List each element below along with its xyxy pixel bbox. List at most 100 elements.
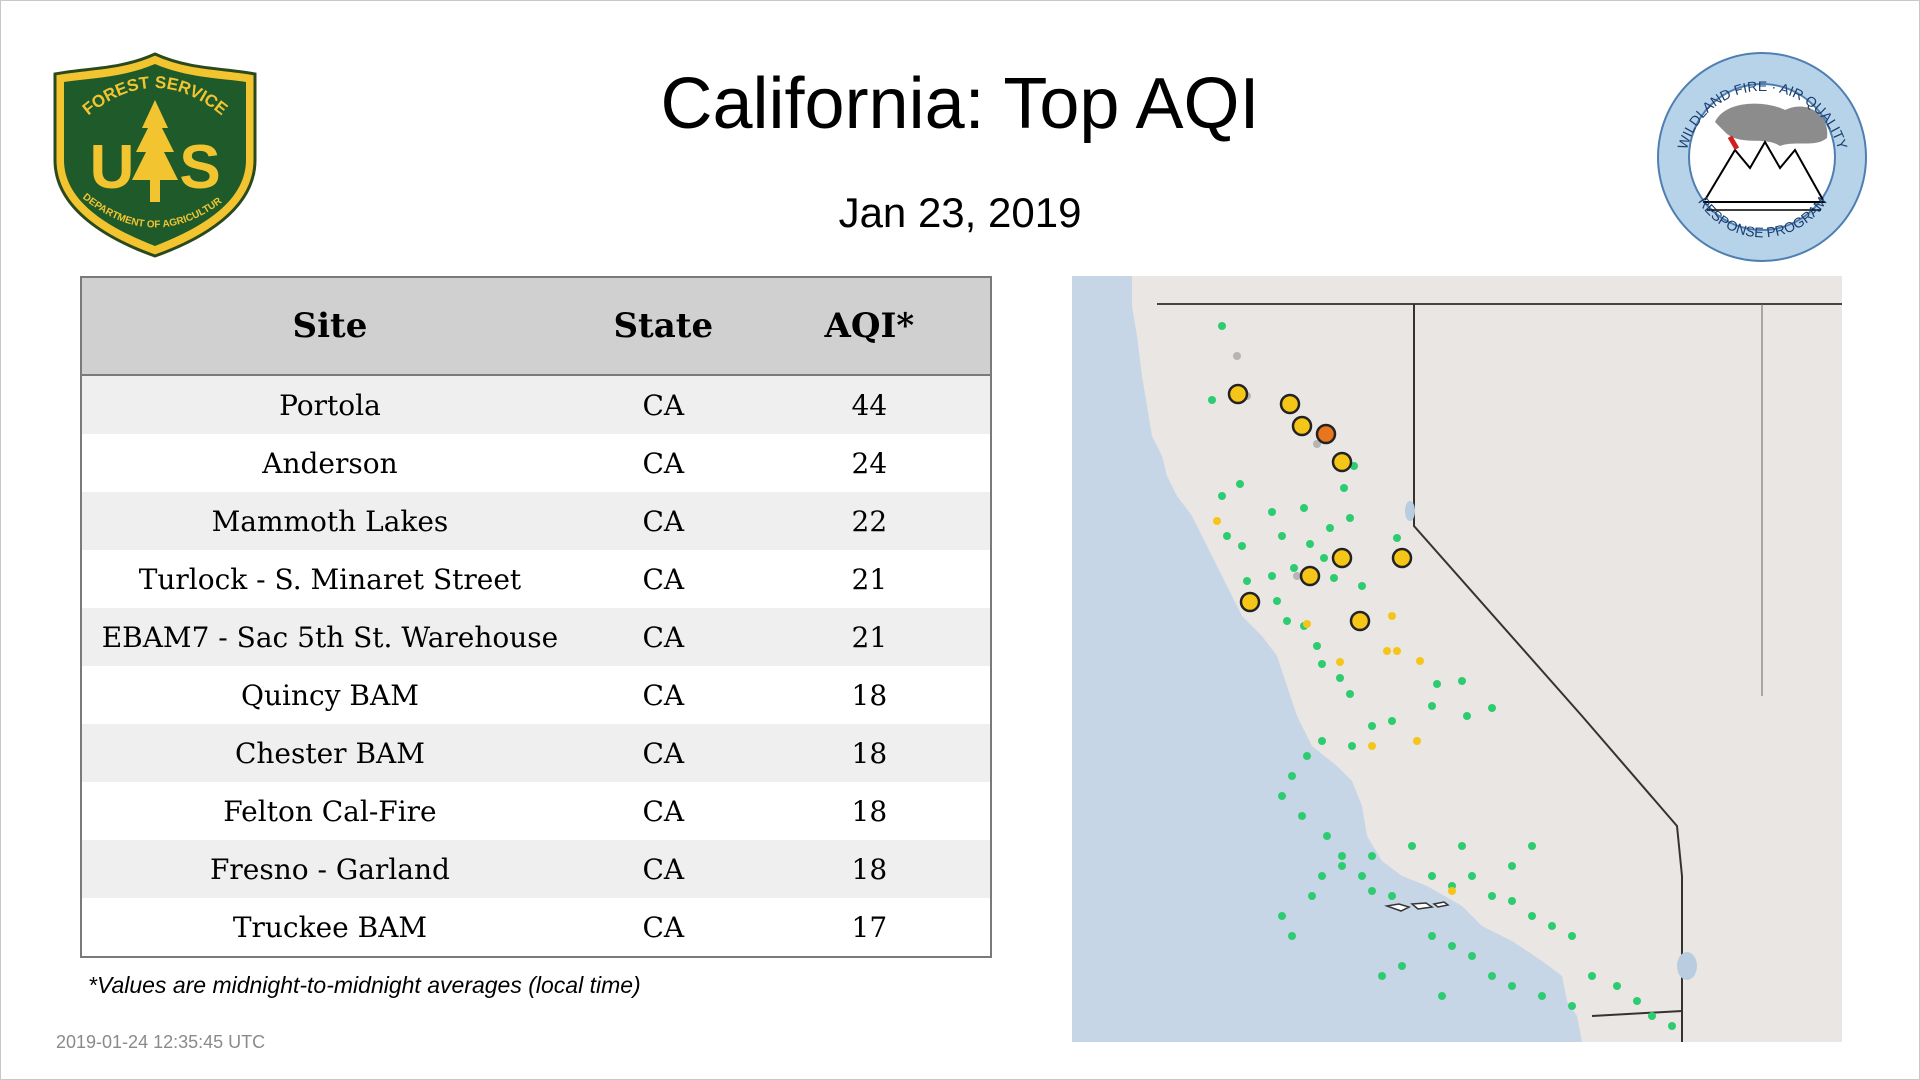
good-marker xyxy=(1488,704,1496,712)
good-marker xyxy=(1218,492,1226,500)
good-marker xyxy=(1438,992,1446,1000)
state-cell: CA xyxy=(577,840,749,898)
good-marker xyxy=(1288,932,1296,940)
site-cell: Truckee BAM xyxy=(81,898,578,957)
good-marker xyxy=(1303,752,1311,760)
good-marker xyxy=(1268,572,1276,580)
good-marker xyxy=(1633,997,1641,1005)
aqi-cell: 18 xyxy=(748,724,991,782)
nodata-marker xyxy=(1293,572,1301,580)
site-cell: Turlock - S. Minaret Street xyxy=(81,550,578,608)
column-header-site: Site xyxy=(81,277,578,376)
good-marker xyxy=(1428,932,1436,940)
good-marker xyxy=(1358,582,1366,590)
table-row: Truckee BAM CA 17 xyxy=(81,898,991,957)
land-area xyxy=(1132,276,1842,1042)
table-row: Fresno - Garland CA 18 xyxy=(81,840,991,898)
moderate-site-marker xyxy=(1239,591,1261,613)
good-marker xyxy=(1508,897,1516,905)
good-marker xyxy=(1273,597,1281,605)
aqi-cell: 22 xyxy=(748,492,991,550)
aqi-cell: 21 xyxy=(748,550,991,608)
state-cell: CA xyxy=(577,550,749,608)
moderate-marker xyxy=(1336,658,1344,666)
good-marker xyxy=(1313,642,1321,650)
table-row: Quincy BAM CA 18 xyxy=(81,666,991,724)
good-marker xyxy=(1448,942,1456,950)
good-marker xyxy=(1568,1002,1576,1010)
state-cell: CA xyxy=(577,898,749,957)
aqi-cell: 18 xyxy=(748,782,991,840)
wildland-fire-air-quality-logo: WILDLAND FIRE · AIR QUALITY RESPONSE PRO… xyxy=(1657,52,1867,262)
good-marker xyxy=(1388,717,1396,725)
aqi-cell: 24 xyxy=(748,434,991,492)
good-marker xyxy=(1338,862,1346,870)
good-marker xyxy=(1468,952,1476,960)
moderate-site-marker xyxy=(1227,383,1249,405)
good-marker xyxy=(1538,992,1546,1000)
good-marker xyxy=(1508,862,1516,870)
good-marker xyxy=(1243,577,1251,585)
good-marker xyxy=(1488,972,1496,980)
lake-tahoe xyxy=(1405,501,1415,521)
good-marker xyxy=(1428,872,1436,880)
good-marker xyxy=(1318,872,1326,880)
good-marker xyxy=(1330,574,1338,582)
good-marker xyxy=(1223,532,1231,540)
column-header-aqi: AQI* xyxy=(748,277,991,376)
good-marker xyxy=(1468,872,1476,880)
california-aqi-map xyxy=(1072,276,1842,1042)
moderate-marker xyxy=(1393,647,1401,655)
site-cell: Felton Cal-Fire xyxy=(81,782,578,840)
good-marker xyxy=(1588,972,1596,980)
good-marker xyxy=(1613,982,1621,990)
good-marker xyxy=(1218,322,1226,330)
aqi-cell: 17 xyxy=(748,898,991,957)
good-marker xyxy=(1458,842,1466,850)
channel-islands xyxy=(1384,901,1450,912)
good-marker xyxy=(1548,922,1556,930)
moderate-site-marker xyxy=(1279,393,1301,415)
good-marker xyxy=(1283,617,1291,625)
forest-service-logo: FOREST SERVICE U S DEPARTMENT OF AGRICUL… xyxy=(50,50,257,258)
table-row: Mammoth Lakes CA 22 xyxy=(81,492,991,550)
good-marker xyxy=(1268,508,1276,516)
good-marker xyxy=(1348,742,1356,750)
moderate-marker xyxy=(1303,620,1311,628)
table-row: EBAM7 - Sac 5th St. Warehouse CA 21 xyxy=(81,608,991,666)
good-marker xyxy=(1368,852,1376,860)
good-marker xyxy=(1298,812,1306,820)
good-marker xyxy=(1320,554,1328,562)
good-marker xyxy=(1393,534,1401,542)
moderate-site-marker xyxy=(1349,610,1371,632)
moderate-marker xyxy=(1448,887,1456,895)
good-marker xyxy=(1308,892,1316,900)
good-marker xyxy=(1278,532,1286,540)
good-marker xyxy=(1528,912,1536,920)
state-cell: CA xyxy=(577,608,749,666)
good-marker xyxy=(1568,932,1576,940)
good-marker xyxy=(1346,514,1354,522)
site-cell: Mammoth Lakes xyxy=(81,492,578,550)
good-marker xyxy=(1300,504,1308,512)
table-header-row: Site State AQI* xyxy=(81,277,991,376)
moderate-site-marker xyxy=(1331,451,1353,473)
good-marker xyxy=(1278,792,1286,800)
site-cell: Quincy BAM xyxy=(81,666,578,724)
svg-text:U: U xyxy=(90,133,135,202)
moderate-site-marker xyxy=(1331,547,1353,569)
good-marker xyxy=(1388,892,1396,900)
table-row: Anderson CA 24 xyxy=(81,434,991,492)
good-marker xyxy=(1306,540,1314,548)
moderate-marker xyxy=(1383,647,1391,655)
mexico-border xyxy=(1591,1010,1683,1017)
good-marker xyxy=(1323,832,1331,840)
svg-text:S: S xyxy=(179,133,220,202)
state-cell: CA xyxy=(577,666,749,724)
good-marker xyxy=(1508,982,1516,990)
moderate-site-marker xyxy=(1391,547,1413,569)
table-row: Portola CA 44 xyxy=(81,375,991,434)
site-cell: Fresno - Garland xyxy=(81,840,578,898)
aqi-cell: 21 xyxy=(748,608,991,666)
state-cell: CA xyxy=(577,434,749,492)
